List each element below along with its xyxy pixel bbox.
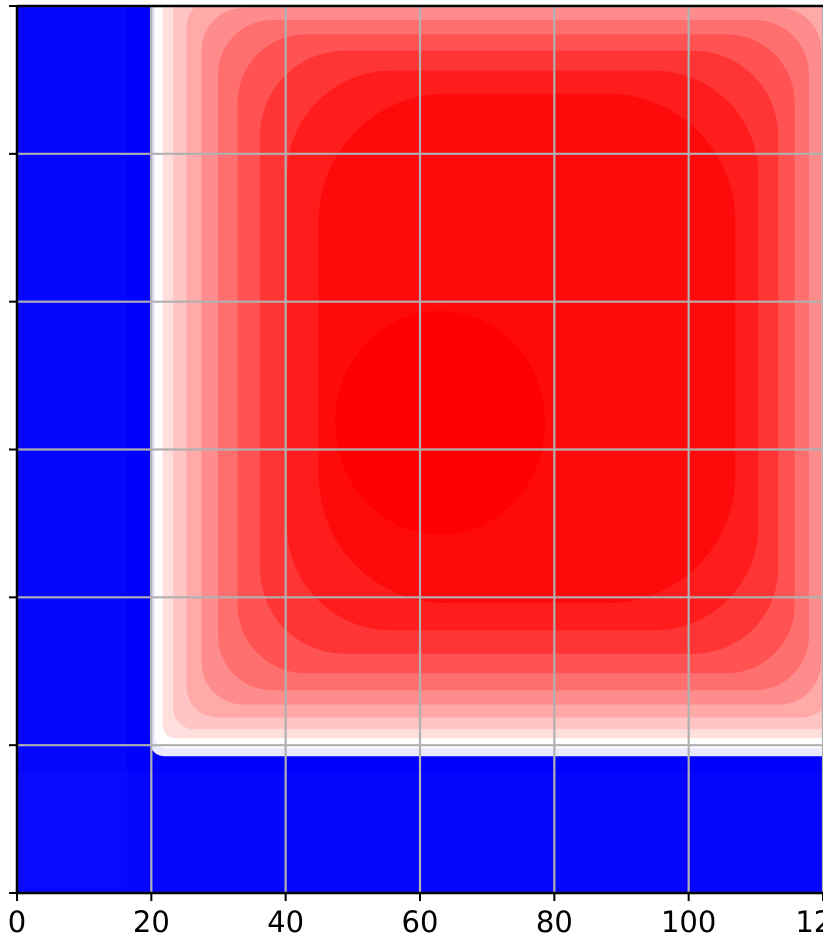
x-tick-label-0: 0 [8, 905, 26, 939]
x-tick-label-1: 20 [133, 905, 170, 939]
x-tick-label-4: 80 [536, 905, 573, 939]
heat-peak [335, 310, 546, 535]
heatmap-field [17, 6, 823, 893]
grid-lines [17, 6, 823, 893]
x-tick-label-3: 60 [402, 905, 439, 939]
x-tick-label-2: 40 [267, 905, 304, 939]
plot-area [17, 6, 823, 893]
x-tick-label-6: 120 [795, 905, 823, 939]
ticks: 0 20 40 60 80 100 120 [8, 5, 823, 939]
x-tick-label-5: 100 [661, 905, 716, 939]
